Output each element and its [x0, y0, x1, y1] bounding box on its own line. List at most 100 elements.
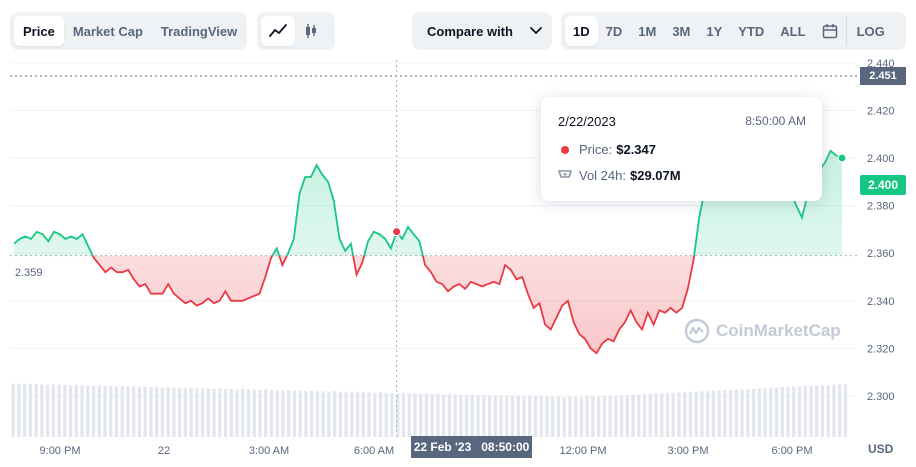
volume-bar: [683, 392, 687, 437]
volume-bar: [648, 394, 652, 437]
volume-bar: [602, 395, 607, 437]
volume-bar: [579, 396, 584, 437]
volume-bar: [200, 388, 205, 437]
volume-bar: [671, 392, 675, 437]
date-picker-button[interactable]: [814, 16, 846, 46]
volume-bar: [235, 389, 239, 437]
volume-bar: [786, 387, 790, 437]
range-tabs: 1D 7D 1M 3M 1Y YTD ALL LOG: [561, 12, 906, 50]
volume-bar: [740, 389, 744, 437]
volume-bar: [91, 385, 96, 437]
range-3m[interactable]: 3M: [672, 23, 691, 39]
chart-tooltip: 2/22/2023 8:50:00 AM Price: $2.347 Vol 2…: [541, 97, 822, 201]
volume-bar: [539, 396, 543, 437]
volume-bar: [482, 395, 486, 437]
volume-bar: [516, 395, 520, 437]
volume-bar: [114, 386, 119, 437]
y-tick-label: 2.360: [867, 248, 895, 260]
volume-bar: [195, 388, 199, 437]
volume-bar: [97, 385, 101, 437]
tab-tradingview[interactable]: TradingView: [160, 23, 238, 39]
volume-bar: [453, 394, 457, 437]
candlestick-button[interactable]: [295, 16, 327, 46]
volume-bar: [419, 394, 423, 437]
volume-bar: [665, 392, 670, 437]
volume-bar: [45, 384, 50, 437]
volume-bar: [74, 384, 78, 437]
y-tick-label: 2.420: [867, 105, 895, 117]
volume-bars: [11, 383, 848, 437]
tooltip-date: 2/22/2023: [558, 114, 616, 129]
volume-bar: [407, 393, 411, 437]
volume-bar: [642, 394, 647, 437]
volume-bar: [545, 396, 549, 437]
volume-bar: [103, 385, 107, 437]
volume-bar: [832, 384, 836, 437]
volume-bar: [57, 384, 61, 437]
volume-bar: [608, 395, 612, 437]
y-tick-label: 2.400: [867, 153, 895, 165]
volume-bar: [344, 391, 348, 437]
volume-bar: [367, 392, 371, 437]
volume-bar: [172, 387, 176, 437]
volume-bar: [390, 392, 394, 437]
candlestick-icon: [306, 24, 316, 38]
volume-bar: [820, 385, 825, 437]
volume-icon: [558, 169, 572, 178]
tab-market-cap[interactable]: Market Cap: [72, 23, 143, 39]
volume-bar: [637, 394, 641, 437]
markers: [392, 153, 847, 237]
hover-point: [392, 227, 402, 237]
volume-bar: [528, 395, 532, 437]
calendar-icon: [822, 24, 837, 39]
volume-bar: [751, 388, 756, 437]
compare-with-dropdown[interactable]: Compare with: [412, 12, 552, 50]
log-scale-toggle[interactable]: LOG: [845, 16, 893, 46]
chevron-down-icon: [530, 27, 542, 34]
range-1d[interactable]: 1D: [565, 16, 598, 46]
volume-bar: [264, 389, 268, 437]
volume-bar: [22, 384, 27, 437]
y-tick-label: 2.340: [867, 296, 895, 308]
volume-bar: [424, 393, 429, 437]
volume-bar: [292, 390, 297, 437]
volume-bar: [447, 394, 452, 437]
volume-bar: [34, 384, 38, 437]
range-all[interactable]: ALL: [780, 23, 806, 39]
volume-bar: [281, 390, 285, 437]
volume-bar: [246, 389, 251, 437]
x-tick-label: 6:00 AM: [354, 445, 394, 457]
volume-bar: [487, 395, 492, 437]
volume-bar: [757, 388, 762, 437]
volume-bar: [132, 386, 136, 437]
volume-bar: [619, 395, 624, 437]
price-area-down: [92, 255, 695, 354]
volume-bar: [774, 387, 779, 437]
range-7d[interactable]: 7D: [605, 23, 623, 39]
volume-bar: [585, 396, 589, 437]
volume-bar: [797, 386, 802, 437]
x-tick-label: 6:00 PM: [772, 445, 813, 457]
range-1m[interactable]: 1M: [638, 23, 657, 39]
range-ytd[interactable]: YTD: [738, 23, 765, 39]
volume-bar: [826, 384, 830, 437]
volume-bar: [838, 384, 842, 437]
volume-bar: [86, 385, 90, 437]
volume-bar: [441, 394, 446, 437]
volume-bar: [499, 395, 503, 437]
volume-bar: [815, 385, 819, 437]
volume-bar: [275, 390, 279, 437]
tab-price[interactable]: Price: [14, 16, 64, 46]
coinmarketcap-logo-icon: [684, 318, 710, 344]
volume-bar: [436, 394, 440, 437]
line-chart-button[interactable]: [261, 16, 295, 46]
range-1y[interactable]: 1Y: [706, 23, 723, 39]
tooltip-volume-label: Vol 24h:: [579, 168, 626, 183]
volume-bar: [40, 384, 44, 437]
volume-bar: [803, 385, 807, 437]
hover-time: 08:50:00: [481, 440, 530, 454]
volume-bar: [269, 390, 274, 437]
volume-bar: [51, 384, 56, 437]
view-tabs: Price Market Cap TradingView: [10, 12, 247, 50]
